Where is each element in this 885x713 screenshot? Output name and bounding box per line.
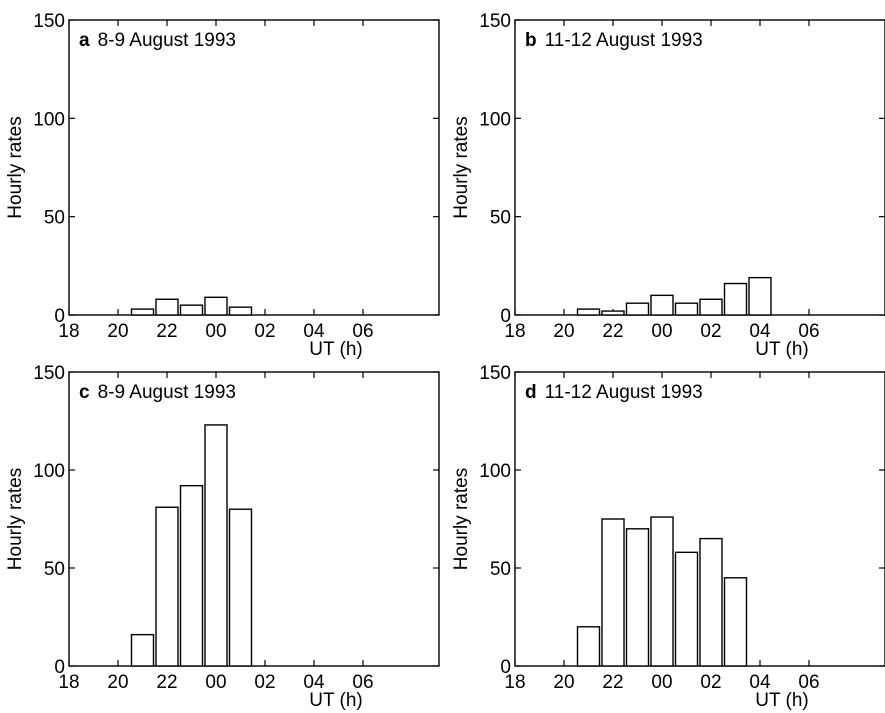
panel-letter: b	[525, 30, 537, 51]
plot-frame	[514, 19, 885, 316]
y-tick-label: 150	[33, 363, 65, 384]
x-tick-label: 18	[58, 672, 79, 693]
x-tick-label: 18	[504, 672, 525, 693]
bar-01	[674, 302, 699, 316]
bar-02	[699, 537, 723, 667]
panel-title: a 8-9 August 1993	[79, 30, 236, 51]
panel-letter: d	[525, 382, 537, 403]
bar-00	[204, 424, 228, 667]
chart-panel-a: 0 50 100 150 18 20 22 00 02 04 06 a 8-9 August 1993 U…	[5, 11, 440, 360]
x-tick-label: 04	[749, 672, 771, 693]
x-tick-label: 20	[107, 321, 128, 342]
x-tick-label: 18	[504, 321, 525, 342]
x-tick-label: 00	[651, 672, 672, 693]
x-tick-label: 04	[303, 672, 325, 693]
panel-title-text: 11-12 August 1993	[545, 382, 703, 403]
bar-03	[723, 282, 748, 316]
chart-panel-c: 0 50 100 150 18 20 22 00 02 04 06 c 8-9 August 1993 U…	[5, 363, 440, 711]
y-tick-label: 0	[54, 657, 65, 678]
plot-frame	[68, 19, 440, 316]
plot-frame	[68, 371, 440, 667]
chart-panel-d: 0 50 100 150 18 20 22 00 02 04 06 d 11-12 August 199…	[451, 363, 885, 711]
y-tick-label: 50	[490, 559, 511, 580]
panel-title: c 8-9 August 1993	[79, 382, 236, 403]
y-axis-label: Hourly rates	[451, 116, 472, 218]
y-tick-label: 0	[54, 306, 65, 327]
bar-23	[179, 484, 204, 667]
bar-22	[601, 310, 625, 316]
y-tick-label: 50	[490, 208, 511, 229]
y-axis-label: Hourly rates	[5, 116, 26, 218]
x-tick-label: 00	[651, 321, 672, 342]
bar-01	[228, 508, 253, 667]
x-tick-label: 20	[107, 672, 128, 693]
x-tick-label: 06	[798, 672, 819, 693]
x-tick-label: 02	[700, 672, 721, 693]
bar-21	[576, 626, 601, 667]
chart-panel-b: 0 50 100 150 18 20 22 00 02 04 06 b 11-12 August 199…	[451, 11, 885, 360]
bar-21	[130, 633, 155, 667]
x-tick-label: 22	[602, 672, 623, 693]
bar-23	[625, 528, 650, 667]
x-axis-label: UT (h)	[309, 690, 362, 711]
x-tick-label: 18	[58, 321, 79, 342]
y-axis-label: Hourly rates	[5, 468, 26, 570]
bar-03	[723, 577, 748, 667]
x-tick-label: 20	[553, 321, 574, 342]
bar-01	[228, 306, 253, 316]
x-tick-label: 06	[352, 321, 373, 342]
panel-title: d 11-12 August 1993	[525, 382, 703, 403]
y-tick-label: 50	[44, 559, 65, 580]
x-axis-label: UT (h)	[755, 690, 808, 711]
x-tick-label: 22	[602, 321, 623, 342]
bar-04	[748, 276, 772, 316]
x-tick-label: 06	[352, 672, 373, 693]
y-tick-label: 50	[44, 208, 65, 229]
bar-00	[650, 516, 674, 667]
bar-21	[130, 308, 155, 316]
y-tick-label: 100	[479, 461, 511, 482]
bar-23	[625, 302, 650, 316]
x-tick-label: 22	[156, 672, 177, 693]
panel-title-text: 8-9 August 1993	[98, 30, 236, 51]
x-tick-label: 04	[749, 321, 771, 342]
x-tick-label: 20	[553, 672, 574, 693]
y-tick-label: 150	[33, 11, 65, 32]
bar-22	[601, 518, 625, 667]
x-axis-label: UT (h)	[309, 339, 362, 360]
bar-22	[155, 298, 179, 316]
bar-22	[155, 506, 179, 667]
x-tick-label: 04	[303, 321, 325, 342]
bar-21	[576, 308, 601, 316]
y-tick-label: 100	[33, 461, 65, 482]
y-tick-label: 0	[500, 306, 511, 327]
x-tick-label: 00	[205, 321, 226, 342]
x-axis-label: UT (h)	[755, 339, 808, 360]
y-tick-label: 0	[500, 657, 511, 678]
y-tick-label: 150	[479, 363, 511, 384]
panel-letter: a	[79, 30, 90, 51]
x-tick-label: 02	[254, 672, 275, 693]
x-tick-label: 06	[798, 321, 819, 342]
bar-23	[179, 304, 204, 316]
panel-letter: c	[79, 382, 90, 403]
y-axis-label: Hourly rates	[451, 468, 472, 570]
bar-01	[674, 551, 699, 667]
y-tick-label: 150	[479, 11, 511, 32]
panel-title-text: 8-9 August 1993	[98, 382, 236, 403]
x-tick-label: 22	[156, 321, 177, 342]
x-tick-label: 00	[205, 672, 226, 693]
panel-title-text: 11-12 August 1993	[545, 30, 703, 51]
x-tick-label: 02	[700, 321, 721, 342]
panel-title: b 11-12 August 1993	[525, 30, 703, 51]
y-tick-label: 100	[479, 109, 511, 130]
x-tick-label: 02	[254, 321, 275, 342]
y-tick-label: 100	[33, 109, 65, 130]
bar-00	[650, 294, 674, 316]
bar-02	[699, 298, 723, 316]
bar-00	[204, 296, 228, 316]
